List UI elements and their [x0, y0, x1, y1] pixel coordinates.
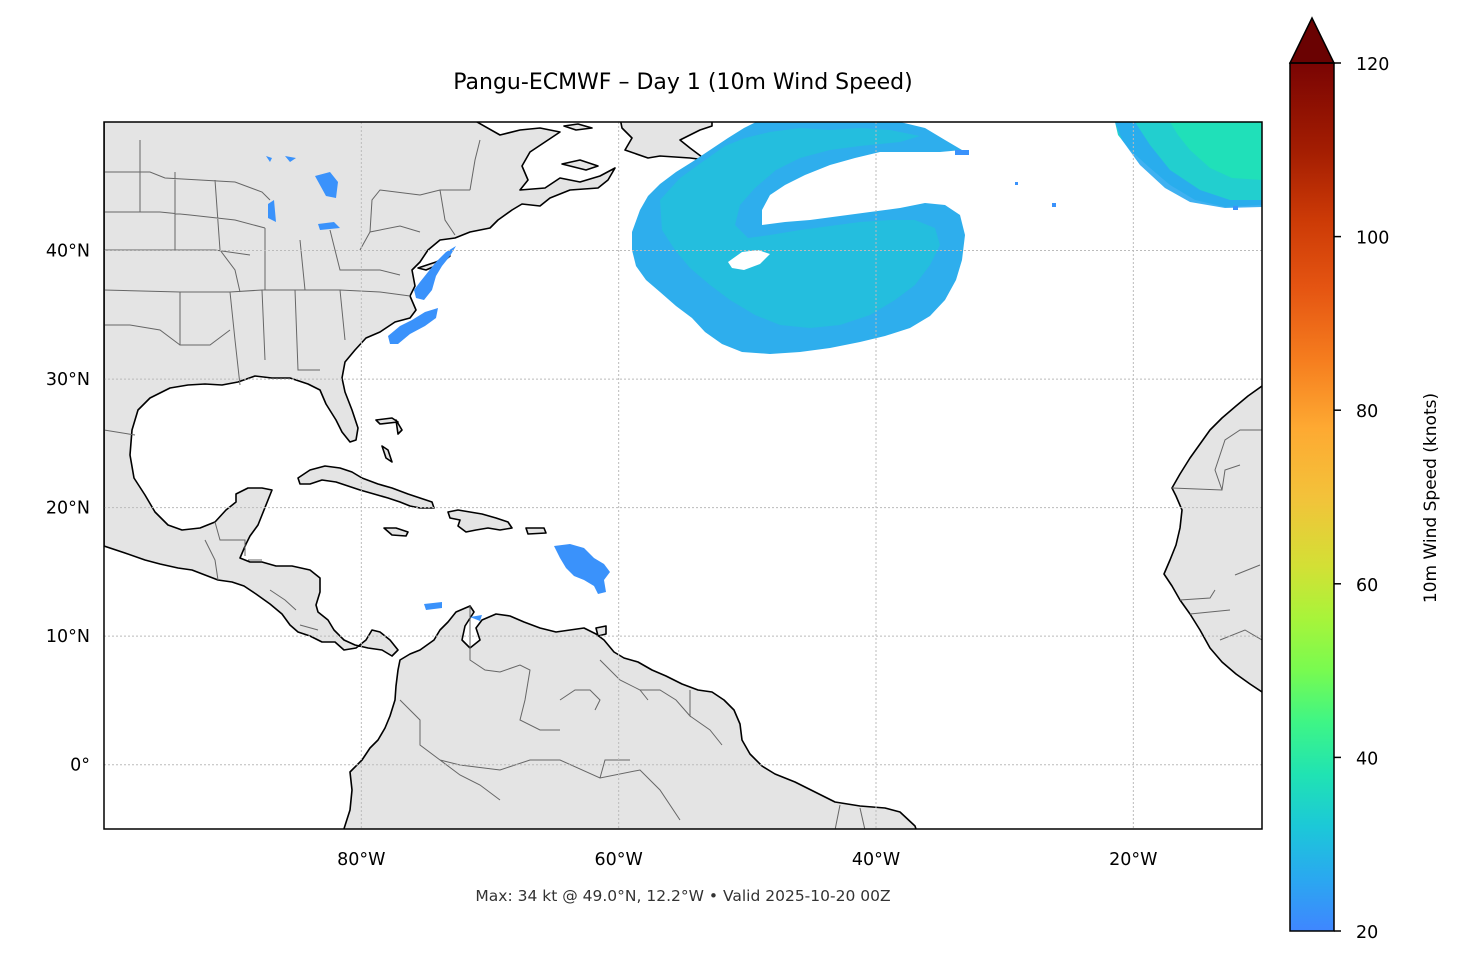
lon-tick-label: 80°W — [337, 850, 385, 870]
map-frame — [103, 121, 1263, 830]
hispaniola — [447, 509, 513, 533]
wind-northeast-atlantic-core — [1170, 122, 1262, 180]
colorbar-ramp — [1290, 63, 1334, 931]
map-footer: Max: 34 kt @ 49.0°N, 12.2°W • Valid 2025… — [475, 887, 891, 905]
wind-us-east-coast — [388, 246, 456, 344]
lat-tick-label: 0° — [70, 756, 90, 776]
lat-tick-label: 20°N — [46, 499, 90, 519]
colorbar-ticks: 20 40 60 80 100 120 — [1334, 55, 1389, 943]
trinidad — [595, 625, 607, 637]
puerto-rico — [525, 527, 547, 535]
lon-axis: 80°W 60°W 40°W 20°W — [337, 850, 1157, 870]
borders — [104, 139, 1262, 829]
lat-tick-label: 10°N — [46, 627, 90, 647]
south-america-landmass — [343, 605, 917, 829]
wind-eye-gap — [728, 250, 770, 270]
wind-caribbean-coast — [424, 602, 482, 621]
colorbar-tick-label: 60 — [1356, 576, 1378, 596]
lon-tick-label: 60°W — [595, 850, 643, 870]
colorbar-tick-label: 20 — [1356, 923, 1378, 943]
colorbar-extend-max — [1288, 16, 1336, 64]
colorbar-tick-label: 40 — [1356, 749, 1378, 769]
cuba — [297, 465, 435, 509]
lat-tick-label: 40°N — [46, 242, 90, 262]
lon-tick-label: 40°W — [852, 850, 900, 870]
wind-speed-overlay — [266, 122, 1262, 621]
anticosti — [563, 123, 593, 131]
colorbar-tick-label: 80 — [1356, 402, 1378, 422]
wind-northeast-atlantic-edge — [1115, 122, 1262, 208]
colorbar-tick-label: 100 — [1356, 229, 1389, 249]
africa-landmass — [1163, 385, 1262, 693]
wind-lesser-antilles — [554, 544, 610, 594]
colorbar-frame — [1289, 62, 1335, 932]
land — [104, 122, 1262, 829]
lat-axis: 40°N 30°N 20°N 10°N 0° — [46, 242, 90, 776]
prince-edward-island — [561, 159, 599, 171]
lat-tick-label: 30°N — [46, 370, 90, 390]
map-title: Pangu-ECMWF – Day 1 (10m Wind Speed) — [453, 70, 913, 95]
lon-tick-label: 20°W — [1109, 850, 1157, 870]
colorbar-tick-label: 120 — [1356, 55, 1389, 75]
jamaica — [383, 527, 409, 537]
colorbar-label: 10m Wind Speed (knots) — [1421, 392, 1441, 604]
bahamas — [375, 417, 403, 463]
gridlines — [104, 122, 1262, 829]
colorbar: 20 40 60 80 100 120 — [1288, 16, 1389, 943]
wind-great-lakes — [266, 156, 340, 230]
wind-low-core — [660, 128, 940, 328]
